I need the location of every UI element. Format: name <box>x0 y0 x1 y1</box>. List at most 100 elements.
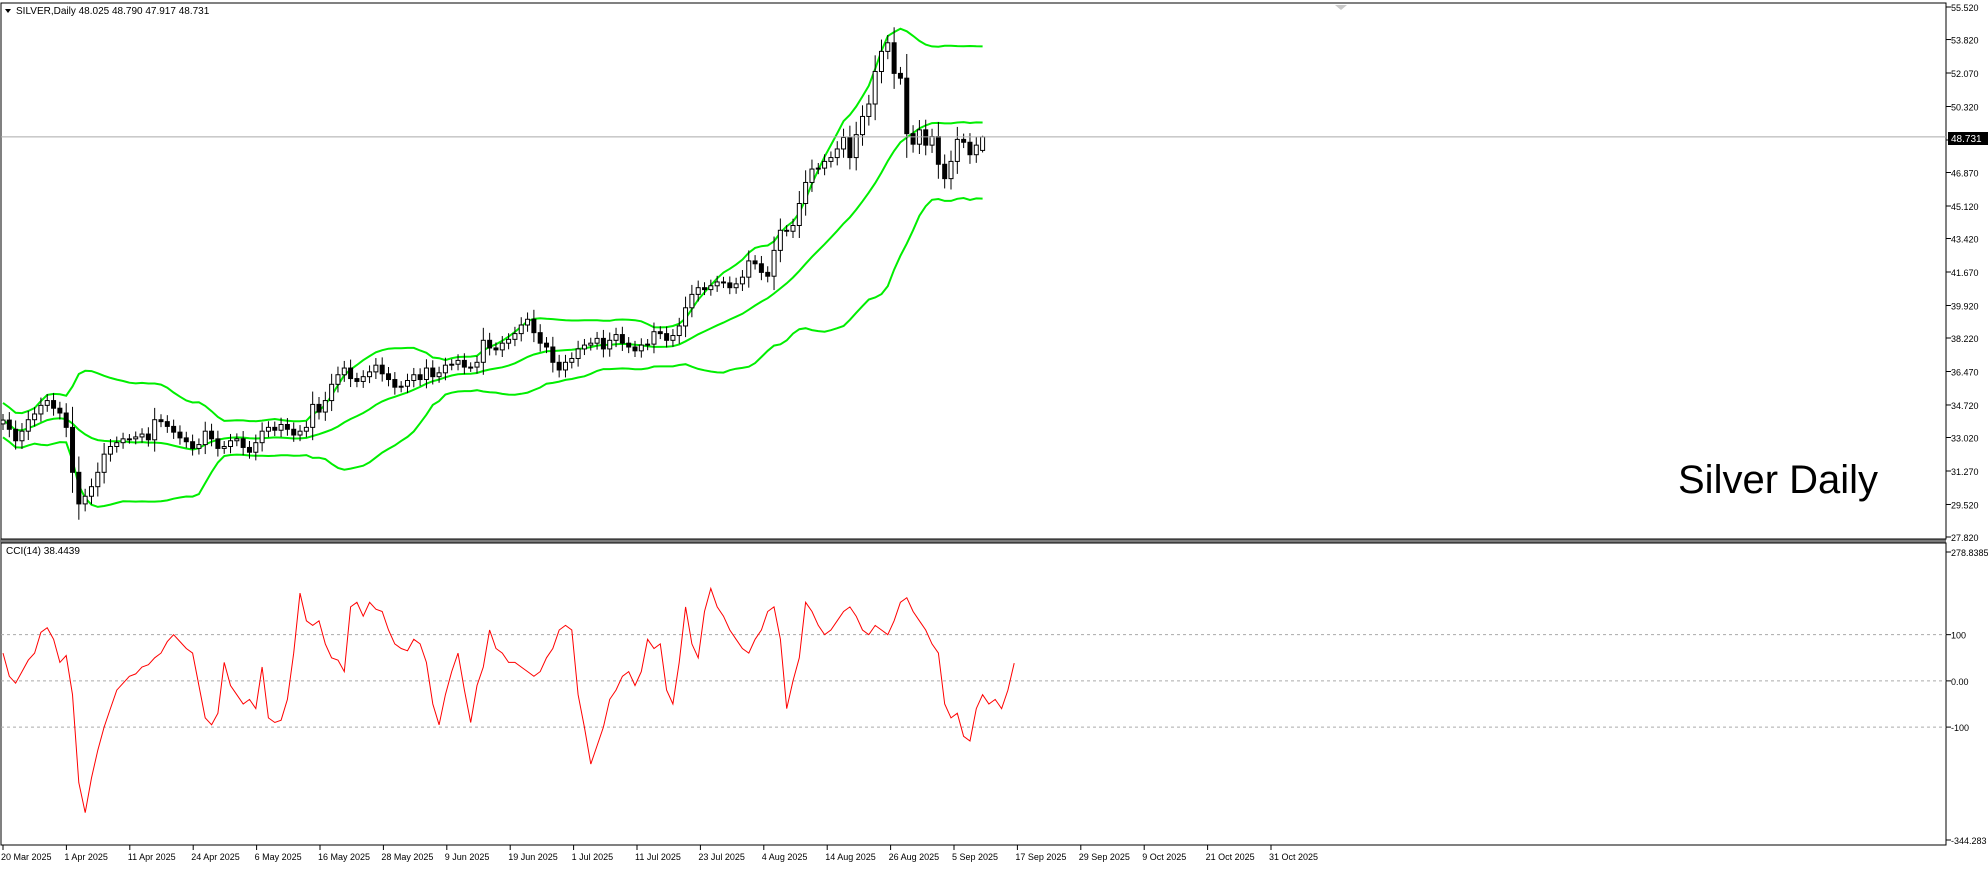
candle <box>973 137 979 163</box>
candle-body <box>25 419 31 432</box>
candle-body <box>746 260 752 278</box>
candle <box>878 39 884 84</box>
candle-body <box>980 136 986 151</box>
candle <box>600 329 606 358</box>
candle <box>733 277 739 294</box>
candle-body <box>632 346 638 352</box>
candle <box>708 279 714 296</box>
candle <box>493 342 499 356</box>
price-tick-label: 53.820 <box>1951 36 1979 46</box>
candle-body <box>562 361 568 371</box>
candle-body <box>518 324 524 335</box>
candle-body <box>171 425 177 433</box>
candle-body <box>594 337 600 344</box>
candle <box>822 154 828 176</box>
price-tick-label: 55.520 <box>1951 3 1979 13</box>
candle-body <box>878 50 884 72</box>
candle-body <box>329 383 335 402</box>
candle <box>133 431 139 445</box>
candle <box>575 340 581 367</box>
candle-body <box>670 335 676 341</box>
candle-body <box>714 281 720 287</box>
candle <box>613 327 619 348</box>
candle-body <box>784 229 790 232</box>
date-tick-label: 23 Jul 2025 <box>698 852 745 862</box>
candle <box>739 270 745 291</box>
cci-tick-label: 278.8385 <box>1951 548 1988 558</box>
candle-body <box>57 407 63 414</box>
candle-body <box>88 486 94 497</box>
candle <box>765 266 771 283</box>
candle-body <box>942 163 948 180</box>
candle <box>676 317 682 344</box>
candle <box>853 121 859 171</box>
candle-body <box>499 342 505 351</box>
candle-body <box>114 442 120 447</box>
candle <box>796 191 802 238</box>
candle-body <box>739 276 745 285</box>
candle <box>638 338 644 358</box>
candle <box>88 478 94 505</box>
candle-body <box>676 325 682 337</box>
candle <box>329 373 335 412</box>
collapse-triangle-icon[interactable] <box>5 9 11 13</box>
price-tick-label: 50.320 <box>1951 102 1979 112</box>
candle <box>695 280 701 302</box>
candle <box>6 412 12 438</box>
candle-body <box>588 342 594 346</box>
candle <box>897 66 903 85</box>
candle-body <box>847 136 853 159</box>
candle-body <box>474 361 480 368</box>
candle-body <box>335 374 341 385</box>
scroll-marker-icon[interactable] <box>1335 5 1347 10</box>
candle-body <box>626 342 632 348</box>
candle-body <box>733 283 739 289</box>
candle-body <box>120 438 126 444</box>
candle-body <box>430 367 436 378</box>
main-panel-border <box>0 2 1947 540</box>
candle-body <box>948 160 954 180</box>
candle <box>423 359 429 389</box>
chart-watermark: Silver Daily <box>1678 458 1878 502</box>
cci-tick-label: -100 <box>1951 723 1969 733</box>
candle-body <box>525 318 531 326</box>
candle <box>38 397 44 422</box>
candle <box>518 317 524 342</box>
candle-body <box>6 419 12 430</box>
candle-body <box>897 72 903 79</box>
candle-body <box>860 115 866 136</box>
candle-body <box>341 367 347 376</box>
date-tick-label: 1 Apr 2025 <box>64 852 108 862</box>
candle-body <box>240 438 246 448</box>
candle-body <box>468 366 474 369</box>
candle-body <box>13 428 19 442</box>
candle-body <box>809 168 815 183</box>
candle <box>183 431 189 448</box>
candle <box>82 488 88 512</box>
candle <box>556 354 562 378</box>
candle <box>379 357 385 382</box>
candle-body <box>133 436 139 440</box>
date-tick-label: 14 Aug 2025 <box>825 852 876 862</box>
candle <box>120 432 126 449</box>
candle <box>714 275 720 292</box>
candle <box>158 414 164 428</box>
candle-body <box>392 379 398 388</box>
candle <box>101 443 107 484</box>
candle-body <box>215 438 221 449</box>
candle-body <box>284 423 290 430</box>
candle <box>152 407 158 452</box>
bollinger-middle-band <box>2 121 983 451</box>
candle-body <box>822 160 828 169</box>
candle-body <box>600 337 606 350</box>
current-price-badge: 48.731 <box>1948 132 1988 145</box>
candle-body <box>569 357 575 363</box>
candle <box>63 403 69 438</box>
candle-body <box>683 307 689 327</box>
candle <box>404 373 410 394</box>
candle <box>367 365 373 384</box>
candle-body <box>158 419 164 423</box>
candle-body <box>44 400 50 406</box>
candle <box>272 421 278 437</box>
candle-body <box>689 293 695 309</box>
